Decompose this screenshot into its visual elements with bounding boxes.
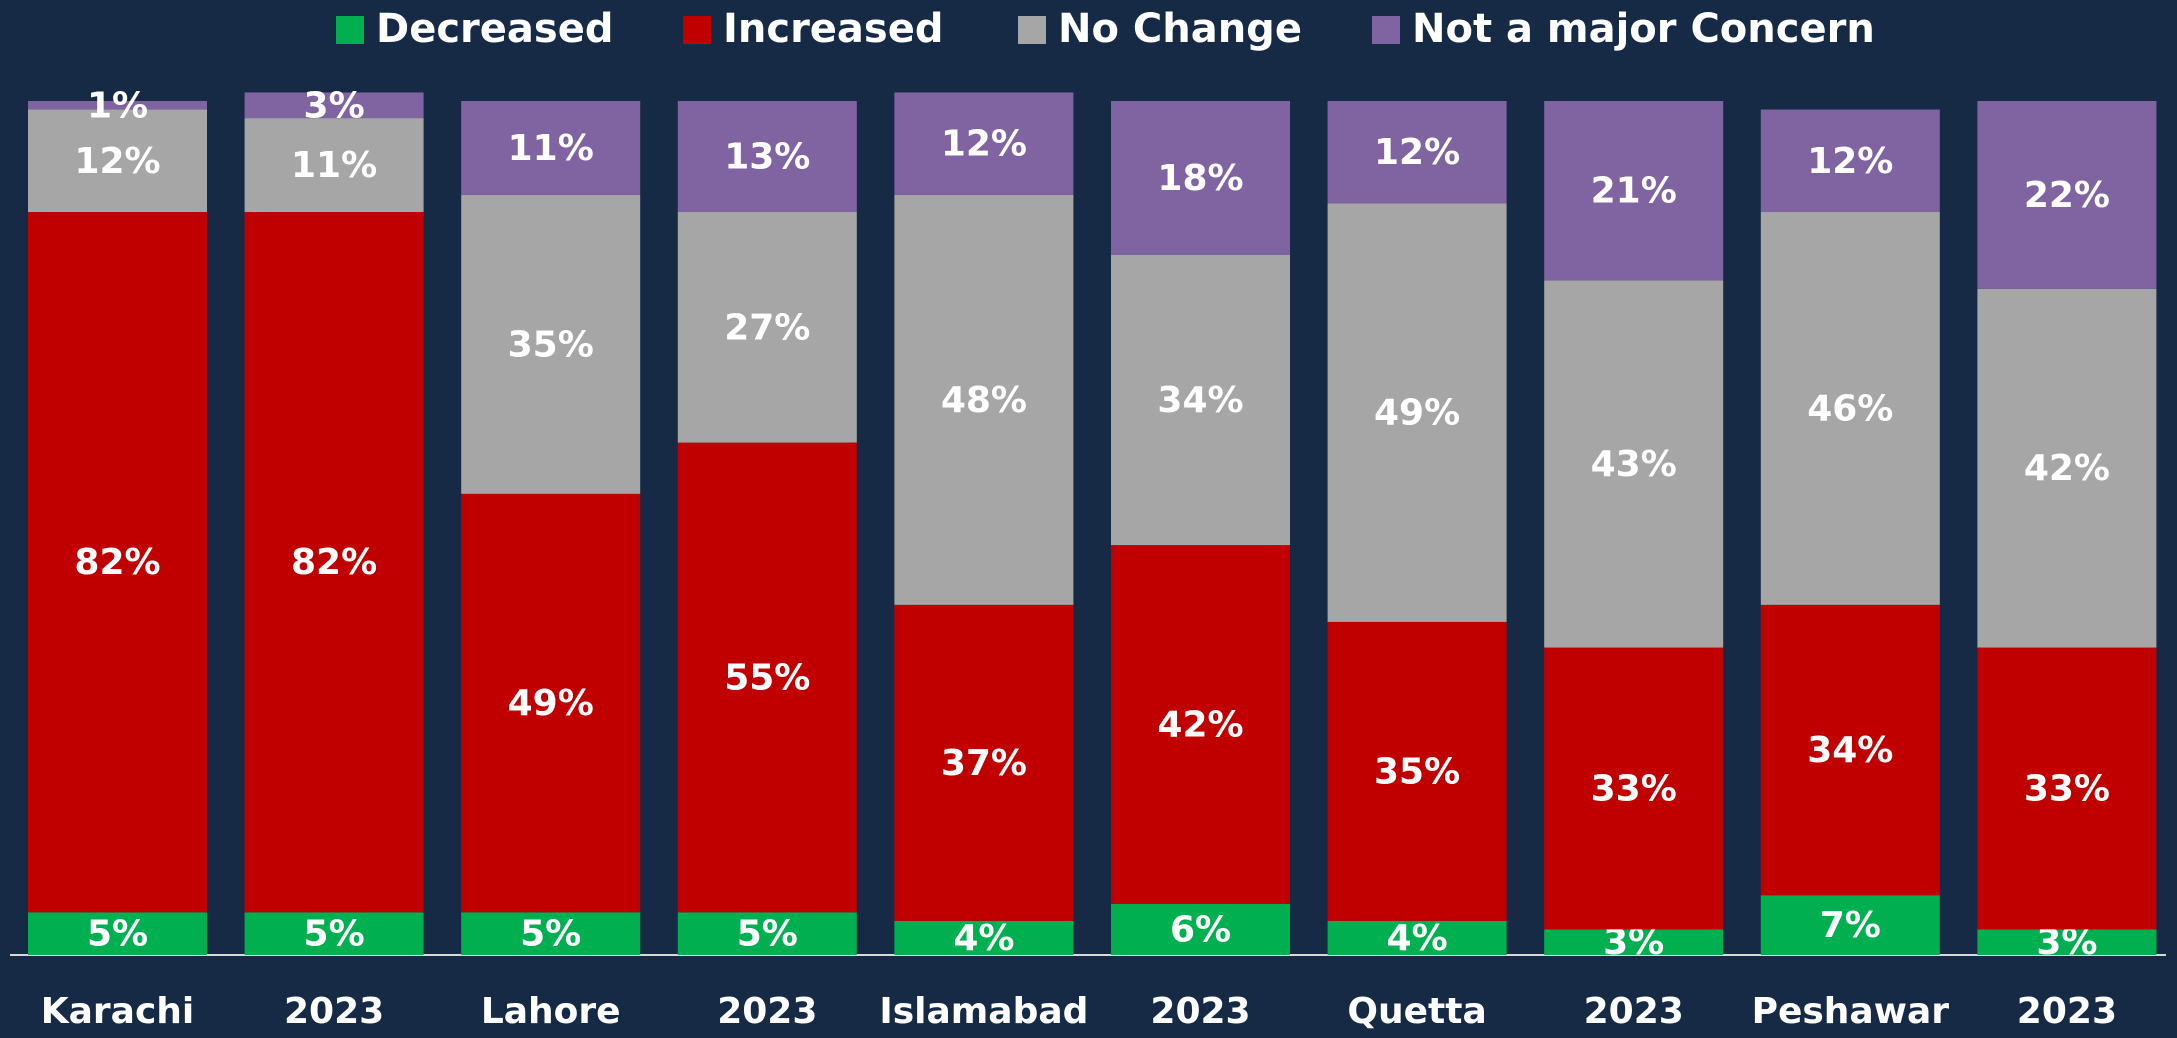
- bar-segment: [1327, 621, 1507, 921]
- data-label: 27%: [724, 307, 810, 348]
- bar-segment: [1327, 203, 1507, 622]
- bar-segment: [461, 912, 641, 955]
- bar-segment: [1977, 647, 2157, 930]
- data-label: 35%: [508, 324, 594, 365]
- data-label: 42%: [2024, 448, 2110, 489]
- data-label: 6%: [1170, 909, 1231, 950]
- data-label: 35%: [1374, 751, 1460, 792]
- data-label: 37%: [941, 743, 1027, 784]
- data-label: 12%: [941, 124, 1027, 165]
- data-label: 7%: [1820, 905, 1881, 946]
- data-label: 13%: [724, 137, 810, 178]
- bar-segment: [894, 920, 1074, 955]
- bar-segment: [1111, 903, 1290, 955]
- bar-segment: [1760, 895, 1940, 955]
- data-label: 42%: [1157, 704, 1243, 745]
- bar-segment: [894, 604, 1074, 921]
- bar-segment: [1977, 929, 2157, 955]
- legend-label: Decreased: [376, 6, 613, 52]
- data-label: 11%: [291, 145, 377, 186]
- data-label: 5%: [520, 914, 581, 955]
- data-label: 21%: [1591, 171, 1677, 212]
- bar-segment: [461, 493, 641, 913]
- bar-segment: [461, 101, 641, 195]
- bar-segment: [1544, 647, 1724, 930]
- data-label: 34%: [1157, 380, 1243, 421]
- bar-segment: [677, 912, 857, 955]
- bar-segment: [677, 212, 857, 443]
- x-tick-label: 2023: [1150, 991, 1250, 1032]
- bar-segment: [244, 212, 424, 913]
- bar-segment: [894, 92, 1074, 195]
- data-label: 49%: [508, 683, 594, 724]
- bar-segment: [1111, 101, 1290, 255]
- data-label: 18%: [1157, 158, 1243, 199]
- x-tick-label: Karachi: [41, 991, 195, 1032]
- bar-segment: [677, 442, 857, 913]
- bar-segment: [1111, 545, 1290, 904]
- x-tick-label: Quetta: [1347, 991, 1486, 1032]
- data-label: 22%: [2024, 175, 2110, 216]
- bar-segment: [1977, 288, 2157, 648]
- data-label: 33%: [2024, 768, 2110, 809]
- data-label: 55%: [724, 657, 810, 698]
- bar-segment: [244, 118, 424, 213]
- data-label: 33%: [1591, 768, 1677, 809]
- bar-segment: [461, 194, 641, 494]
- legend-swatch: [1372, 16, 1400, 44]
- bar-segment: [1327, 920, 1507, 955]
- bar-segment: [28, 101, 207, 110]
- bar-segment: [1760, 604, 1940, 896]
- x-tick-label: 2023: [284, 991, 384, 1032]
- x-tick-label: Peshawar: [1752, 991, 1950, 1032]
- bar-segment: [1544, 280, 1724, 648]
- data-label: 82%: [291, 542, 377, 583]
- legend-label: Increased: [723, 6, 944, 52]
- bar-segment: [1760, 212, 1940, 605]
- data-label: 12%: [1374, 132, 1460, 173]
- bar-segment: [1544, 929, 1724, 955]
- data-label: 34%: [1807, 730, 1893, 771]
- data-label: 5%: [87, 914, 148, 955]
- x-tick-label: Islamabad: [879, 991, 1088, 1032]
- data-label: 11%: [508, 128, 594, 169]
- data-label: 43%: [1591, 444, 1677, 485]
- legend-swatch: [336, 16, 364, 44]
- bar-segment: [244, 912, 424, 955]
- bar-segment: [28, 912, 207, 955]
- data-label: 3%: [304, 85, 365, 126]
- x-tick-label: 2023: [2017, 991, 2117, 1032]
- x-tick-label: 2023: [717, 991, 817, 1032]
- data-label: 4%: [1387, 918, 1448, 959]
- x-tick-label: 2023: [1584, 991, 1684, 1032]
- bar-segment: [894, 194, 1074, 605]
- data-label: 49%: [1374, 393, 1460, 434]
- bar-segment: [1977, 101, 2157, 289]
- data-label: 48%: [941, 380, 1027, 421]
- bar-segment: [1544, 101, 1724, 281]
- bar-segment: [1327, 101, 1507, 204]
- bar-segment: [1760, 109, 1940, 213]
- data-label: 12%: [74, 141, 160, 182]
- legend-label: Not a major Concern: [1412, 6, 1875, 52]
- x-tick-label: Lahore: [481, 991, 621, 1032]
- data-label: 12%: [1807, 141, 1893, 182]
- data-label: 4%: [953, 918, 1014, 959]
- data-label: 82%: [74, 542, 160, 583]
- data-label: 5%: [304, 914, 365, 955]
- bar-segment: [28, 109, 207, 213]
- bar-segment: [677, 101, 857, 213]
- bar-segment: [244, 92, 424, 119]
- legend-swatch: [1018, 16, 1046, 44]
- legend-label: No Change: [1058, 6, 1302, 52]
- bar-segment: [28, 212, 207, 913]
- data-label: 5%: [737, 914, 798, 955]
- bar-segment: [1111, 254, 1290, 546]
- data-label: 46%: [1807, 388, 1893, 429]
- legend-swatch: [683, 16, 711, 44]
- data-label: 1%: [87, 85, 148, 126]
